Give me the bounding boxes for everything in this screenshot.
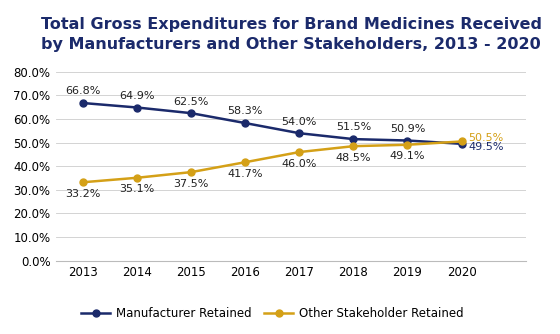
Other Stakeholder Retained — [80, 180, 86, 184]
Other Stakeholder Retained — [296, 150, 302, 154]
Text: 66.8%: 66.8% — [66, 87, 101, 97]
Text: 35.1%: 35.1% — [119, 184, 155, 194]
Manufacturer Retained — [242, 121, 249, 125]
Other Stakeholder Retained — [458, 140, 465, 144]
Text: 49.5%: 49.5% — [468, 142, 503, 152]
Text: 49.1%: 49.1% — [390, 151, 425, 161]
Legend: Manufacturer Retained, Other Stakeholder Retained: Manufacturer Retained, Other Stakeholder… — [76, 303, 469, 325]
Text: 48.5%: 48.5% — [335, 153, 371, 163]
Manufacturer Retained — [134, 106, 141, 110]
Text: 33.2%: 33.2% — [66, 189, 101, 199]
Text: 50.5%: 50.5% — [468, 133, 503, 143]
Text: 37.5%: 37.5% — [174, 179, 209, 189]
Text: 64.9%: 64.9% — [119, 91, 155, 101]
Manufacturer Retained — [188, 111, 194, 115]
Text: 54.0%: 54.0% — [282, 117, 317, 127]
Manufacturer Retained — [350, 137, 357, 141]
Manufacturer Retained — [296, 131, 302, 135]
Other Stakeholder Retained — [242, 160, 249, 164]
Text: 46.0%: 46.0% — [282, 159, 317, 169]
Manufacturer Retained — [80, 101, 86, 105]
Other Stakeholder Retained — [134, 176, 141, 180]
Text: 62.5%: 62.5% — [174, 97, 209, 107]
Text: 58.3%: 58.3% — [227, 107, 263, 117]
Text: 51.5%: 51.5% — [336, 123, 371, 133]
Text: 50.9%: 50.9% — [390, 124, 425, 134]
Title: Total Gross Expenditures for Brand Medicines Received
by Manufacturers and Other: Total Gross Expenditures for Brand Medic… — [41, 17, 542, 52]
Line: Manufacturer Retained: Manufacturer Retained — [80, 100, 465, 147]
Manufacturer Retained — [404, 139, 411, 143]
Text: 41.7%: 41.7% — [227, 169, 263, 179]
Other Stakeholder Retained — [404, 143, 411, 147]
Other Stakeholder Retained — [188, 170, 194, 174]
Manufacturer Retained — [458, 142, 465, 146]
Other Stakeholder Retained — [350, 144, 357, 148]
Line: Other Stakeholder Retained: Other Stakeholder Retained — [80, 138, 465, 186]
